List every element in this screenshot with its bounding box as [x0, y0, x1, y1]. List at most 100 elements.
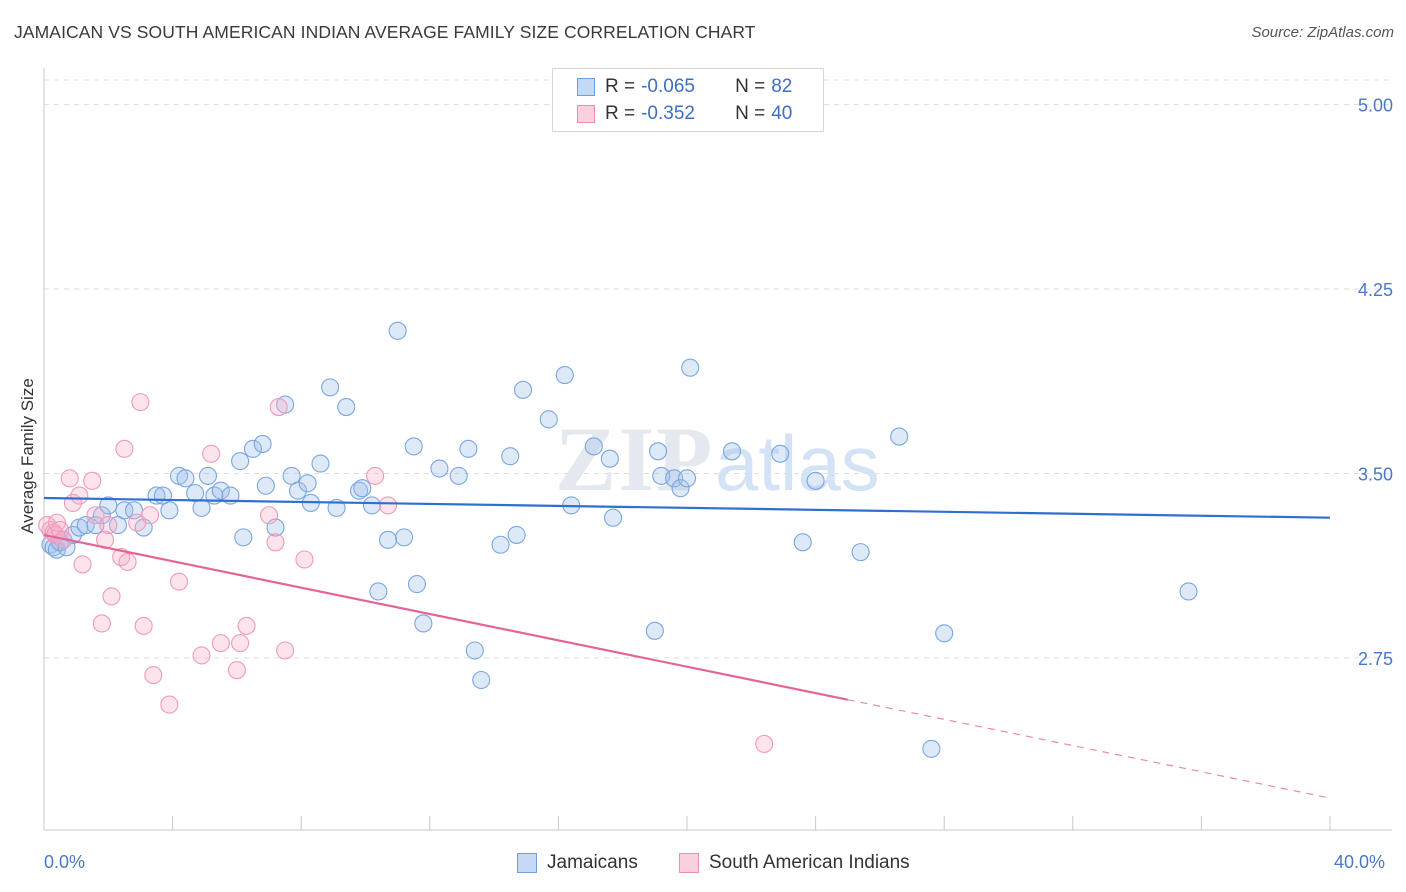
south-american-indian-point: [73, 555, 92, 574]
x-tick-label-min: 0.0%: [44, 852, 86, 872]
south-american-indian-point: [755, 734, 774, 753]
y-tick-labels: 2.75 3.50 4.25 5.00: [1358, 96, 1393, 669]
jamaican-point: [806, 471, 825, 490]
jamaican-point: [722, 442, 742, 461]
series-swatch-south-american-indians: [679, 853, 699, 873]
jamaican-point: [645, 621, 664, 640]
jamaican-point: [681, 358, 700, 377]
south-american-indian-point: [86, 506, 105, 525]
jamaican-point: [256, 476, 275, 495]
jamaican-point: [311, 454, 330, 473]
jamaican-point: [388, 321, 407, 340]
legend-r-value: -0.352: [641, 103, 695, 124]
series-legend: Jamaicans South American Indians: [0, 852, 1406, 878]
y-tick-label: 5.00: [1358, 96, 1393, 116]
legend-swatch-jamaicans: [577, 78, 595, 96]
south-american-indian-point: [259, 506, 279, 525]
watermark-atlas: atlas: [715, 419, 880, 507]
jamaican-point: [555, 366, 574, 385]
y-tick-label: 3.50: [1358, 464, 1393, 484]
south-american-indian-point: [160, 695, 179, 714]
jamaican-point: [407, 575, 426, 594]
y-tick-label: 4.25: [1358, 280, 1393, 300]
south-american-indian-point: [269, 397, 288, 417]
x-tick-label-max: 40.0%: [1334, 852, 1386, 872]
south-american-indian-point: [141, 506, 160, 525]
legend-n-label: N =: [735, 76, 766, 97]
south-american-indian-point: [99, 516, 118, 535]
jamaican-point: [288, 481, 308, 500]
series-legend-label: South American Indians: [709, 852, 910, 873]
series-legend-jamaicans: Jamaicans: [517, 852, 638, 874]
jamaican-point: [604, 508, 623, 527]
jamaican-point: [176, 469, 195, 488]
jamaican-point: [472, 670, 491, 690]
jamaican-point: [665, 469, 684, 488]
jamaican-point: [350, 481, 369, 500]
watermark: ZIP atlas: [555, 408, 880, 510]
jamaican-point: [86, 516, 105, 535]
legend-n-label: N =: [735, 103, 766, 124]
data-points: [38, 321, 1198, 758]
jamaican-point: [465, 641, 484, 660]
south-american-indian-point: [169, 572, 189, 591]
jamaican-point: [922, 739, 941, 758]
series-legend-label: Jamaicans: [547, 852, 638, 873]
south-american-indian-point: [366, 466, 385, 485]
south-american-indian-point: [211, 634, 230, 653]
south-american-indian-point: [83, 471, 102, 490]
jamaican-point: [414, 614, 433, 633]
jamaican-point: [890, 427, 909, 446]
correlation-legend: R = -0.065 N = 82 R = -0.352 N = 40: [552, 68, 824, 132]
legend-n-value: 82: [771, 76, 793, 97]
south-american-indian-point: [115, 439, 134, 458]
legend-r-label: R =: [605, 103, 636, 124]
jamaican-point: [793, 533, 812, 552]
south-american-indian-point: [237, 616, 256, 635]
south-american-indian-point: [192, 646, 211, 665]
legend-r-label: R =: [605, 76, 636, 97]
grid-lines: [44, 79, 1392, 659]
source-label: Source: ZipAtlas.com: [1251, 24, 1394, 41]
jamaican-point: [337, 397, 356, 417]
series-legend-south-american-indians: South American Indians: [679, 852, 910, 874]
jamaican-point: [507, 525, 526, 544]
jamaican-point: [539, 410, 558, 429]
jamaican-point: [395, 528, 414, 547]
legend-swatch-south-american-indians: [577, 105, 595, 123]
jamaican-point: [851, 543, 870, 562]
jamaican-point: [459, 439, 478, 458]
jamaican-point: [600, 449, 619, 468]
south-american-indian-point: [276, 641, 295, 660]
south-american-indian-point: [102, 587, 121, 606]
south-american-indian-point: [202, 444, 221, 463]
trend-line-jamaicans: [43, 496, 1331, 519]
jamaican-point: [160, 501, 179, 520]
jamaican-point: [935, 624, 954, 643]
jamaican-point: [378, 530, 398, 549]
south-american-indian-point: [131, 393, 150, 412]
trend-lines: [43, 496, 1331, 799]
jamaican-point: [115, 501, 134, 520]
jamaican-point: [198, 466, 218, 485]
trend-line-extension-south-american-indians: [847, 699, 1331, 799]
chart-title: JAMAICAN VS SOUTH AMERICAN INDIAN AVERAG…: [14, 22, 756, 42]
jamaican-point: [353, 479, 372, 498]
jamaican-point: [649, 442, 668, 461]
jamaican-point: [671, 479, 690, 498]
axes: [43, 68, 1392, 831]
legend-r-value: -0.065: [641, 76, 695, 97]
jamaican-point: [192, 498, 211, 517]
south-american-indian-point: [295, 550, 314, 569]
jamaican-point: [501, 447, 520, 466]
south-american-indian-point: [227, 661, 246, 680]
jamaican-point: [321, 378, 340, 397]
legend-row-jamaicans: R = -0.065 N = 82: [577, 75, 792, 99]
jamaican-point: [677, 469, 697, 488]
trend-line-south-american-indians: [43, 533, 848, 701]
jamaican-point: [253, 434, 272, 453]
jamaican-point: [243, 439, 263, 458]
jamaican-point: [298, 474, 317, 493]
jamaican-point: [362, 496, 381, 515]
